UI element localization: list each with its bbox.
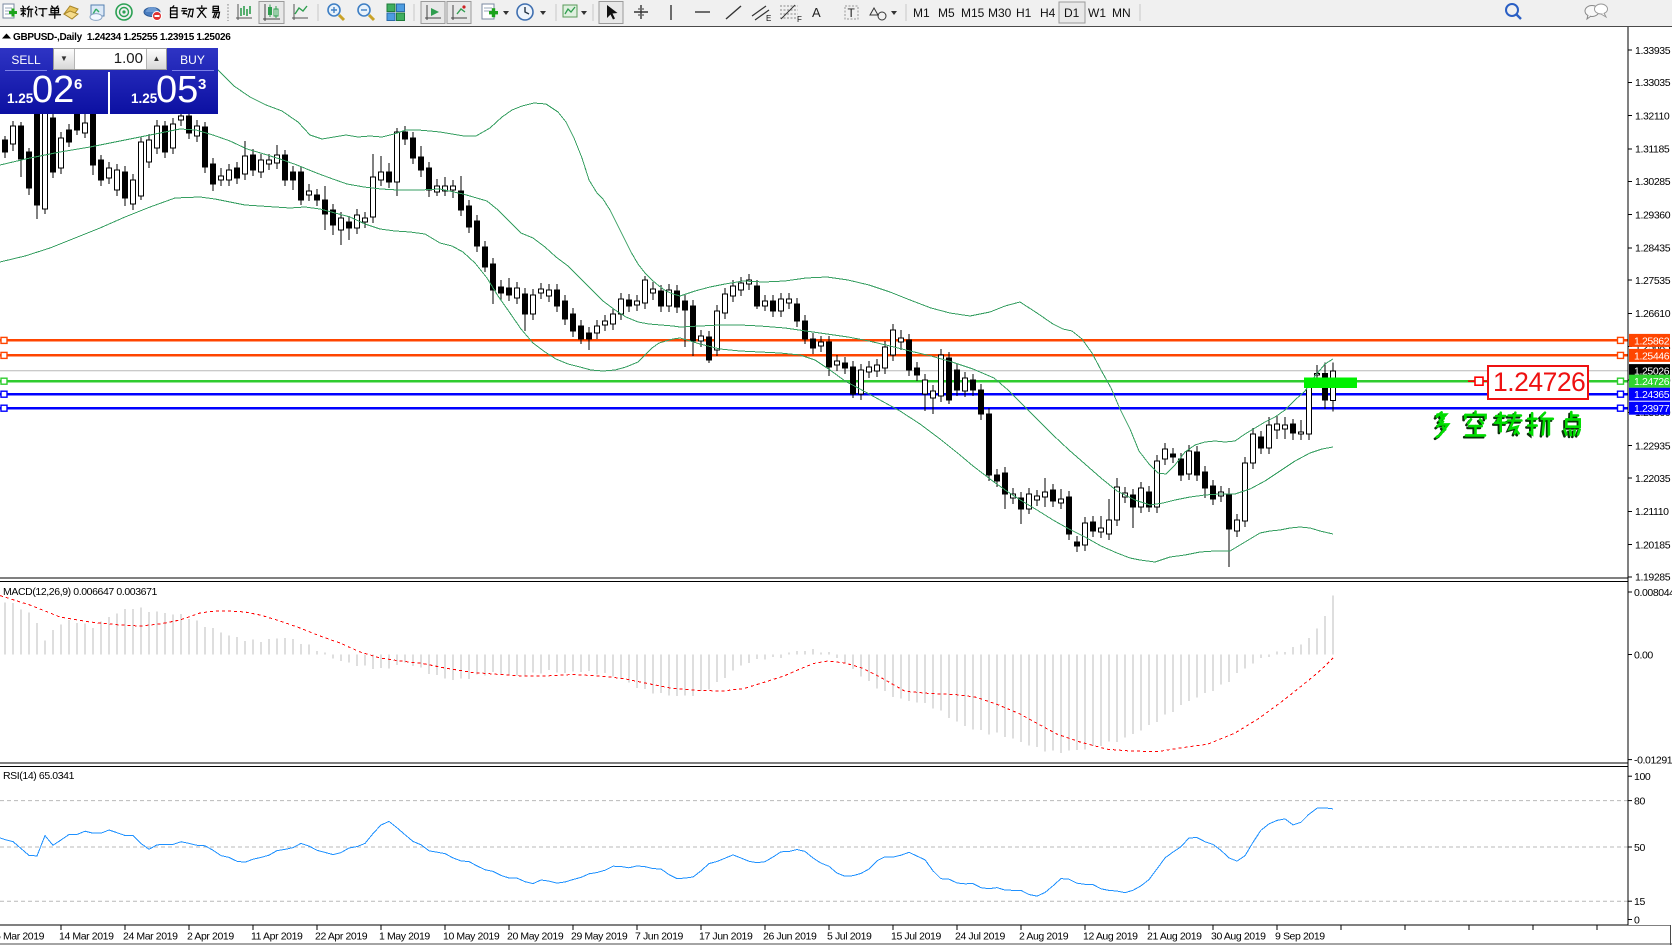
svg-text:RSI(14) 65.0341: RSI(14) 65.0341 (3, 770, 75, 782)
svg-text:1.30285: 1.30285 (1635, 176, 1671, 188)
svg-text:1.24726: 1.24726 (1493, 367, 1585, 397)
svg-text:M1: M1 (913, 6, 930, 20)
svg-text:1.31185: 1.31185 (1635, 144, 1670, 156)
svg-text:10 May 2019: 10 May 2019 (443, 931, 500, 943)
svg-text:29 May 2019: 29 May 2019 (571, 931, 628, 943)
svg-text:21 Aug 2019: 21 Aug 2019 (1147, 931, 1202, 943)
svg-text:0.008044: 0.008044 (1634, 587, 1672, 599)
svg-text:2 Aug 2019: 2 Aug 2019 (1019, 931, 1069, 943)
svg-text:2 Apr 2019: 2 Apr 2019 (187, 931, 234, 943)
svg-text:-0.012914: -0.012914 (1634, 754, 1672, 766)
svg-text:26 Jun 2019: 26 Jun 2019 (763, 931, 817, 943)
svg-text:F: F (797, 15, 802, 24)
svg-text:1.29360: 1.29360 (1635, 209, 1671, 221)
svg-text:1.23977: 1.23977 (1634, 403, 1670, 415)
svg-text:1.24365: 1.24365 (1634, 389, 1670, 401)
svg-text:1.28435: 1.28435 (1635, 243, 1671, 255)
svg-text:5 Mar 2019: 5 Mar 2019 (0, 931, 45, 943)
svg-text:1.25862: 1.25862 (1634, 335, 1670, 347)
svg-text:E: E (766, 14, 771, 23)
svg-text:30 Aug 2019: 30 Aug 2019 (1211, 931, 1266, 943)
svg-text:1.22935: 1.22935 (1635, 440, 1671, 452)
svg-text:24 Jul 2019: 24 Jul 2019 (955, 931, 1005, 943)
svg-text:1.25446: 1.25446 (1634, 350, 1670, 362)
svg-text:22 Apr 2019: 22 Apr 2019 (315, 931, 368, 943)
svg-text:1.22035: 1.22035 (1635, 473, 1671, 485)
svg-text:11 Apr 2019: 11 Apr 2019 (251, 931, 303, 943)
svg-text:20 May 2019: 20 May 2019 (507, 931, 564, 943)
svg-text:17 Jun 2019: 17 Jun 2019 (699, 931, 753, 943)
svg-text:0.00: 0.00 (1634, 649, 1653, 661)
svg-text:15 Jul 2019: 15 Jul 2019 (891, 931, 941, 943)
svg-text:M30: M30 (988, 6, 1012, 20)
svg-text:1.33035: 1.33035 (1635, 77, 1671, 89)
svg-text:D1: D1 (1064, 6, 1080, 20)
svg-text:80: 80 (1634, 795, 1645, 807)
svg-text:MN: MN (1112, 6, 1131, 20)
svg-text:1.19285: 1.19285 (1635, 572, 1671, 584)
svg-text:1.33935: 1.33935 (1635, 45, 1671, 57)
svg-text:5 Jul 2019: 5 Jul 2019 (827, 931, 872, 943)
svg-text:M15: M15 (961, 6, 985, 20)
svg-text:7 Jun 2019: 7 Jun 2019 (635, 931, 684, 943)
svg-text:W1: W1 (1088, 6, 1106, 20)
svg-text:15: 15 (1634, 896, 1645, 908)
svg-text:9 Sep 2019: 9 Sep 2019 (1275, 931, 1325, 943)
svg-text:1.20185: 1.20185 (1635, 539, 1671, 551)
svg-text:1.25026: 1.25026 (1634, 366, 1670, 378)
svg-text:50: 50 (1634, 842, 1645, 854)
svg-text:1.26610: 1.26610 (1635, 308, 1671, 320)
svg-text:100: 100 (1634, 771, 1651, 783)
svg-text:0: 0 (1634, 914, 1640, 926)
svg-text:A: A (812, 5, 821, 20)
svg-text:MACD(12,26,9) 0.006647 0.00367: MACD(12,26,9) 0.006647 0.003671 (3, 586, 158, 598)
svg-text:14 Mar 2019: 14 Mar 2019 (59, 931, 114, 943)
svg-text:GBPUSD-,Daily 1.24234 1.25255: GBPUSD-,Daily 1.24234 1.25255 1.23915 1.… (13, 32, 231, 43)
svg-text:24 Mar 2019: 24 Mar 2019 (123, 931, 178, 943)
svg-text:1.32110: 1.32110 (1635, 110, 1670, 122)
svg-text:H4: H4 (1040, 6, 1056, 20)
svg-text:1.27535: 1.27535 (1635, 275, 1671, 287)
svg-text:12 Aug 2019: 12 Aug 2019 (1083, 931, 1138, 943)
svg-text:1 May 2019: 1 May 2019 (379, 931, 430, 943)
svg-text:H1: H1 (1016, 6, 1032, 20)
svg-text:1.21110: 1.21110 (1635, 506, 1669, 518)
svg-text:1.24726: 1.24726 (1634, 376, 1670, 388)
svg-text:M5: M5 (938, 6, 955, 20)
svg-text:T: T (848, 6, 856, 20)
